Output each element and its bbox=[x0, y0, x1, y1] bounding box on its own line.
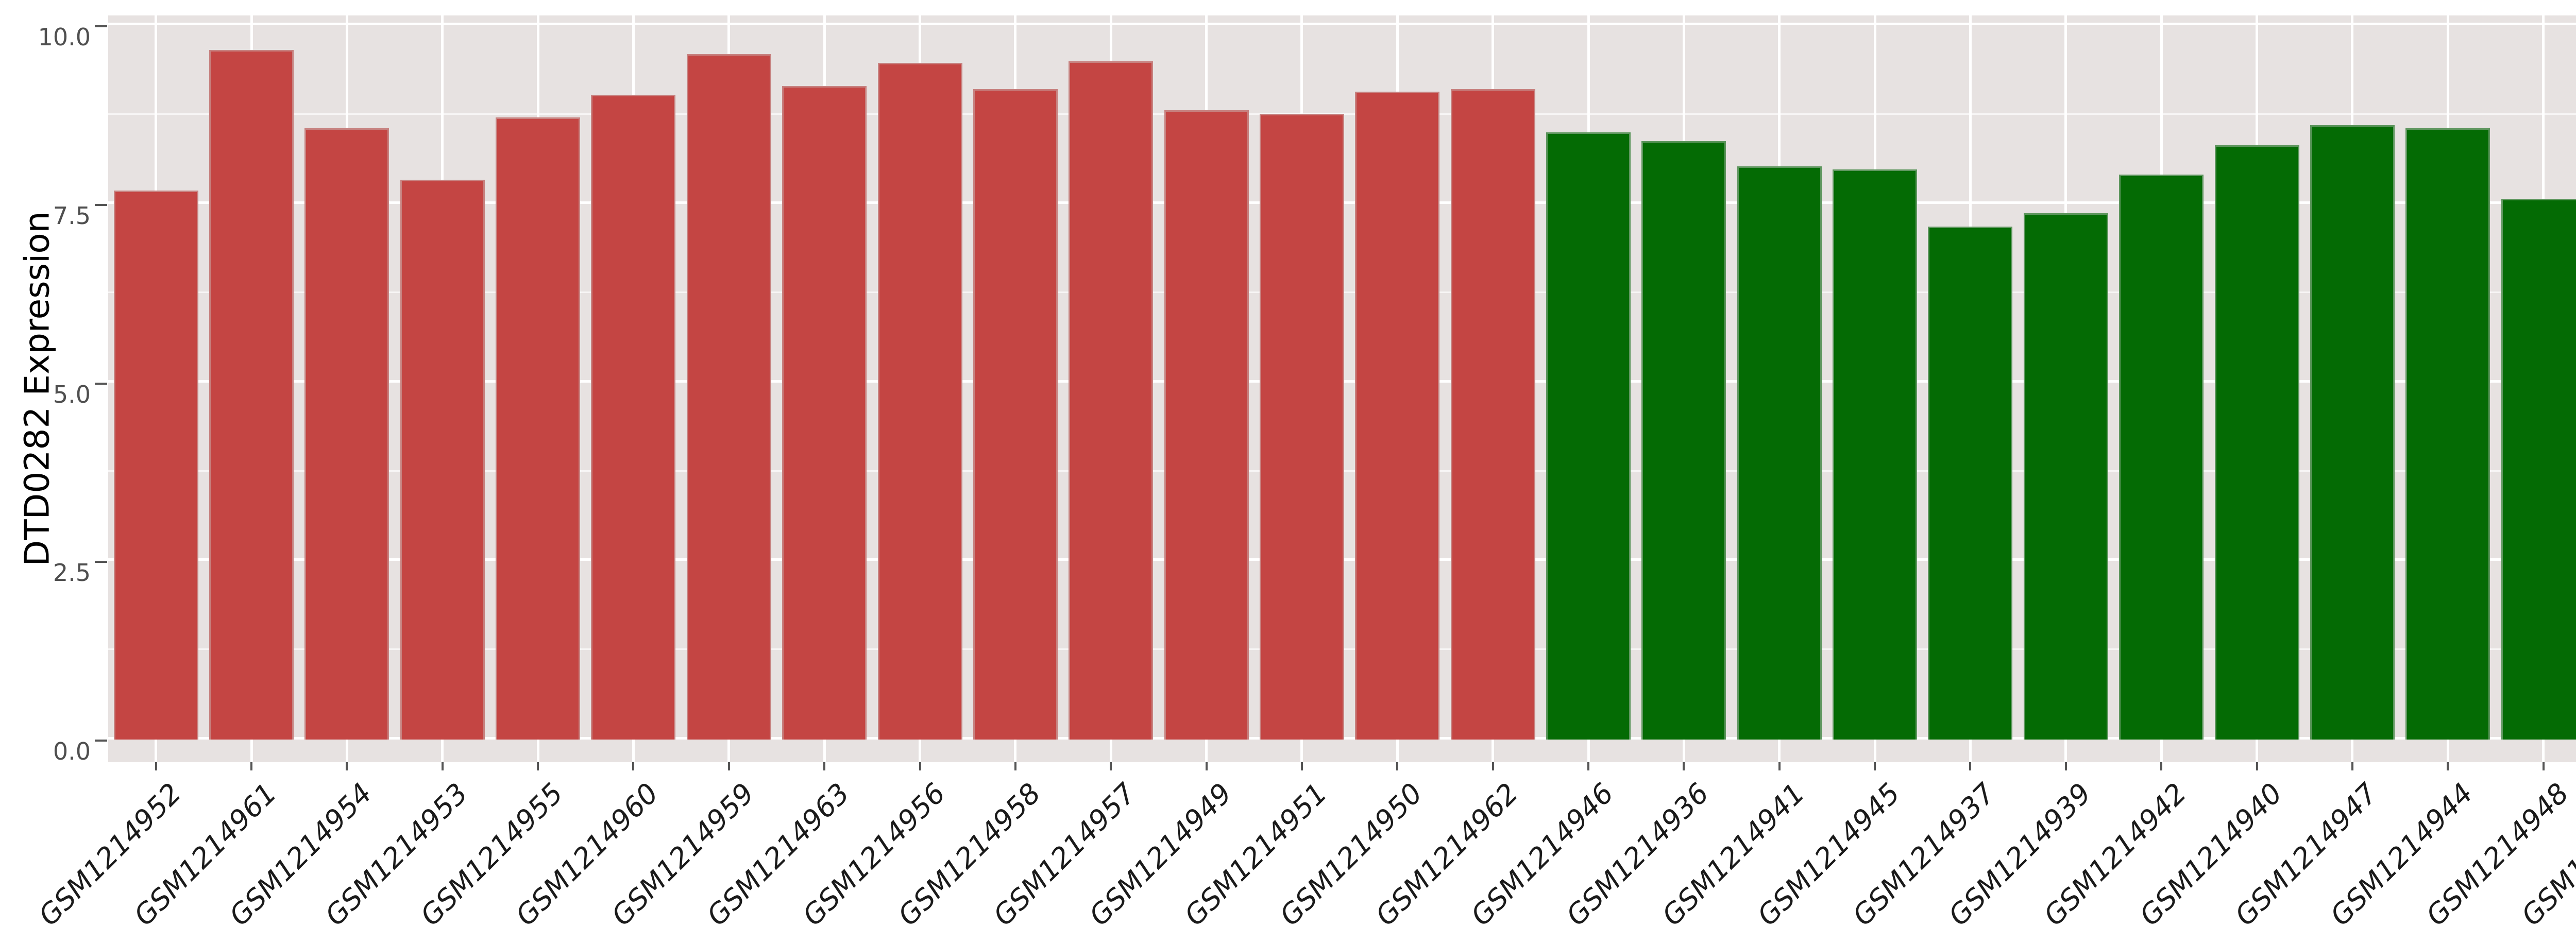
major-gridline-horizontal bbox=[108, 23, 2576, 26]
bar-GSM1214946 bbox=[1546, 132, 1631, 740]
bar-GSM1214937 bbox=[1928, 227, 2013, 740]
x-tick-mark bbox=[1300, 762, 1303, 770]
bar-GSM1214954 bbox=[304, 128, 389, 740]
bar-GSM1214952 bbox=[113, 190, 198, 740]
bar-GSM1214940 bbox=[2214, 145, 2299, 740]
x-tick-mark bbox=[155, 762, 157, 770]
x-tick-mark bbox=[1396, 762, 1399, 770]
x-tick-mark bbox=[2447, 762, 2449, 770]
bar-GSM1214958 bbox=[973, 89, 1058, 740]
bar-GSM1214944 bbox=[2405, 128, 2490, 740]
bar-GSM1214961 bbox=[209, 49, 294, 740]
x-tick-mark bbox=[2256, 762, 2258, 770]
bar-GSM1214956 bbox=[877, 62, 962, 740]
x-tick-mark bbox=[1205, 762, 1208, 770]
y-tick-mark bbox=[95, 739, 107, 742]
plot-area bbox=[108, 15, 2576, 762]
bar-GSM1214959 bbox=[686, 54, 771, 740]
x-tick-mark bbox=[1874, 762, 1876, 770]
x-tick-mark bbox=[2160, 762, 2163, 770]
x-tick-mark bbox=[1969, 762, 1972, 770]
bar-GSM1214942 bbox=[2119, 175, 2204, 740]
bar-GSM1214950 bbox=[1355, 92, 1440, 740]
x-tick-mark bbox=[727, 762, 730, 770]
y-tick-label: 5.0 bbox=[53, 380, 91, 408]
x-tick-mark bbox=[2064, 762, 2067, 770]
minor-gridline-horizontal bbox=[108, 113, 2576, 115]
y-tick-label: 7.5 bbox=[53, 201, 91, 230]
y-tick-mark bbox=[95, 203, 107, 206]
bar-GSM1214951 bbox=[1259, 114, 1344, 740]
bar-GSM1214963 bbox=[782, 86, 867, 740]
bar-GSM1214941 bbox=[1737, 166, 1822, 740]
y-tick-mark bbox=[95, 561, 107, 563]
bar-GSM1214953 bbox=[400, 179, 485, 740]
x-tick-mark bbox=[823, 762, 826, 770]
bar-GSM1214947 bbox=[2310, 125, 2395, 740]
x-tick-mark bbox=[346, 762, 348, 770]
bar-GSM1214936 bbox=[1641, 141, 1726, 740]
x-tick-mark bbox=[1014, 762, 1016, 770]
bar-GSM1214948 bbox=[2501, 199, 2576, 740]
y-tick-label: 0.0 bbox=[53, 737, 91, 765]
bar-GSM1214955 bbox=[496, 117, 581, 740]
x-tick-mark bbox=[250, 762, 253, 770]
y-tick-label: 2.5 bbox=[53, 559, 91, 587]
x-tick-mark bbox=[2351, 762, 2353, 770]
x-tick-mark bbox=[632, 762, 635, 770]
bar-GSM1214939 bbox=[2023, 213, 2108, 740]
y-tick-label: 10.0 bbox=[38, 23, 91, 52]
x-tick-mark bbox=[1683, 762, 1685, 770]
x-tick-mark bbox=[537, 762, 539, 770]
bar-GSM1214949 bbox=[1164, 110, 1249, 740]
x-tick-mark bbox=[1110, 762, 1112, 770]
x-tick-mark bbox=[1778, 762, 1781, 770]
x-tick-mark bbox=[1587, 762, 1590, 770]
x-tick-mark bbox=[441, 762, 444, 770]
y-tick-mark bbox=[95, 382, 107, 385]
y-tick-mark bbox=[95, 25, 107, 28]
x-tick-mark bbox=[1492, 762, 1494, 770]
x-tick-mark bbox=[2542, 762, 2545, 770]
bar-GSM1214945 bbox=[1833, 169, 1918, 740]
bar-GSM1214960 bbox=[591, 94, 676, 740]
bar-GSM1214962 bbox=[1450, 89, 1535, 740]
x-tick-mark bbox=[919, 762, 921, 770]
bar-GSM1214957 bbox=[1069, 61, 1154, 740]
